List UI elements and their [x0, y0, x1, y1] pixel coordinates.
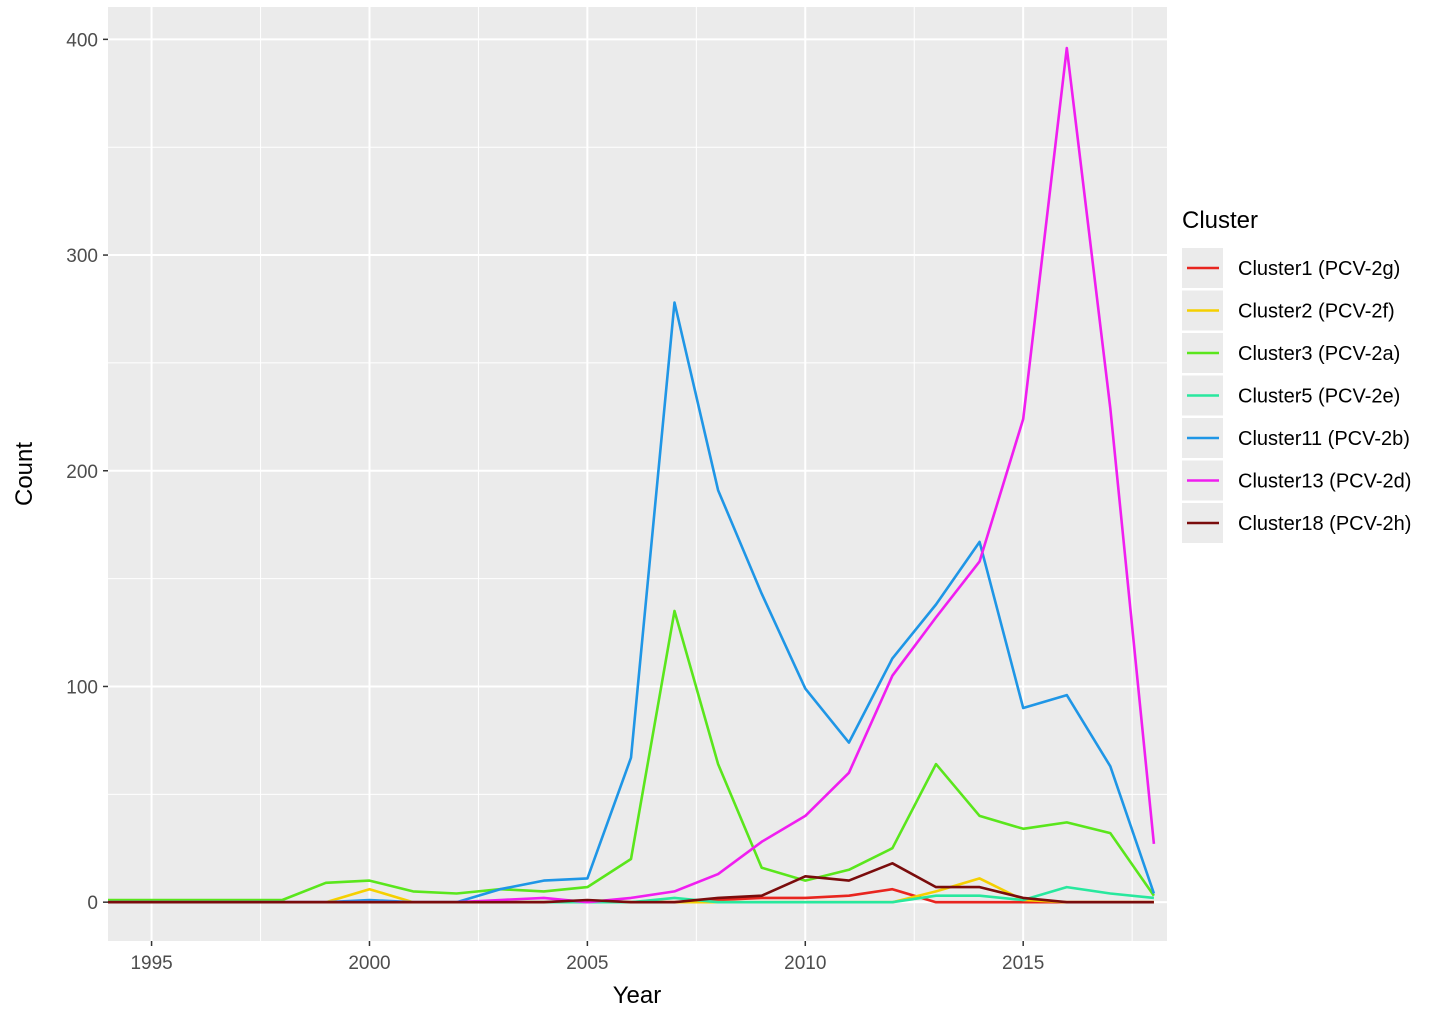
y-tick-label: 0 — [87, 893, 98, 914]
legend-item: Cluster3 (PCV-2a) — [1182, 333, 1400, 373]
legend: Cluster Cluster1 (PCV-2g) Cluster2 (PCV-2… — [1182, 207, 1411, 543]
x-axis-title: Year — [613, 982, 662, 1009]
y-tick-label: 200 — [66, 462, 98, 483]
plot-panel — [108, 7, 1167, 941]
x-tick-label: 1995 — [130, 953, 172, 974]
legend-label: Cluster5 (PCV-2e) — [1238, 386, 1400, 408]
legend-label: Cluster1 (PCV-2g) — [1238, 258, 1400, 280]
legend-label: Cluster3 (PCV-2a) — [1238, 343, 1400, 365]
series-layer — [108, 46, 1156, 904]
y-tick-label: 300 — [66, 246, 98, 267]
series-line-7 — [108, 861, 1154, 904]
legend-item: Cluster11 (PCV-2b) — [1182, 418, 1410, 458]
legend-label: Cluster13 (PCV-2d) — [1238, 471, 1411, 493]
legend-item: Cluster5 (PCV-2e) — [1182, 375, 1400, 416]
legend-label: Cluster11 (PCV-2b) — [1238, 428, 1410, 450]
x-tick-label: 2005 — [566, 953, 608, 974]
x-tick-label: 2010 — [784, 953, 826, 974]
legend-item: Cluster2 (PCV-2f) — [1182, 290, 1395, 331]
legend-item: Cluster18 (PCV-2h) — [1182, 503, 1411, 543]
legend-title: Cluster — [1182, 207, 1258, 234]
x-tick-label: 2000 — [348, 953, 390, 974]
y-axis-title: Count — [11, 442, 38, 506]
legend-items: Cluster1 (PCV-2g) Cluster2 (PCV-2f) Cluste… — [1182, 248, 1411, 543]
legend-item: Cluster13 (PCV-2d) — [1182, 460, 1411, 501]
y-tick-label: 100 — [66, 677, 98, 698]
x-tick-label: 2015 — [1002, 953, 1044, 974]
axes: 1995 2000 2005 2010 2015 0 100 200 300 400 — [66, 30, 1044, 974]
legend-item: Cluster1 (PCV-2g) — [1182, 248, 1400, 288]
legend-label: Cluster18 (PCV-2h) — [1238, 513, 1411, 535]
legend-label: Cluster2 (PCV-2f) — [1238, 301, 1395, 323]
series-line-3 — [108, 609, 1155, 902]
y-tick-label: 400 — [66, 30, 98, 51]
